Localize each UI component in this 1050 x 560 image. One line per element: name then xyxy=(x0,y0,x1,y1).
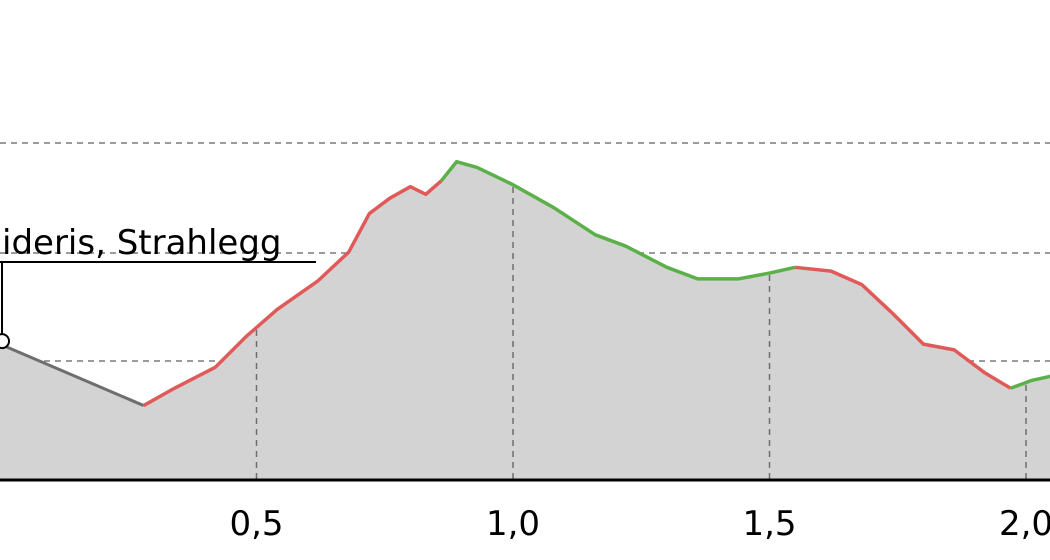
profile-segment-downhill xyxy=(1009,374,1050,390)
profile-segment-uphill xyxy=(142,179,443,408)
vertical-gridlines xyxy=(255,161,1027,480)
elevation-area-fill xyxy=(0,161,1050,480)
profile-segment-uphill xyxy=(794,265,1012,390)
x-tick-label: 1,5 xyxy=(742,504,796,544)
x-tick-label: 0,5 xyxy=(229,504,283,544)
stop-marker: ideris, Strahlegg xyxy=(0,223,316,350)
stop-circle-icon xyxy=(0,333,10,350)
stop-label: ideris, Strahlegg xyxy=(2,223,282,263)
x-tick-label: 1,0 xyxy=(486,504,540,544)
profile-segment-downhill xyxy=(439,159,796,281)
x-axis-tick-labels: 0,5 1,0 1,5 2,0 xyxy=(229,504,1050,544)
elevation-profile-lines xyxy=(0,159,1050,408)
x-tick-label: 2,0 xyxy=(999,504,1050,544)
profile-segment-approach xyxy=(0,342,145,407)
